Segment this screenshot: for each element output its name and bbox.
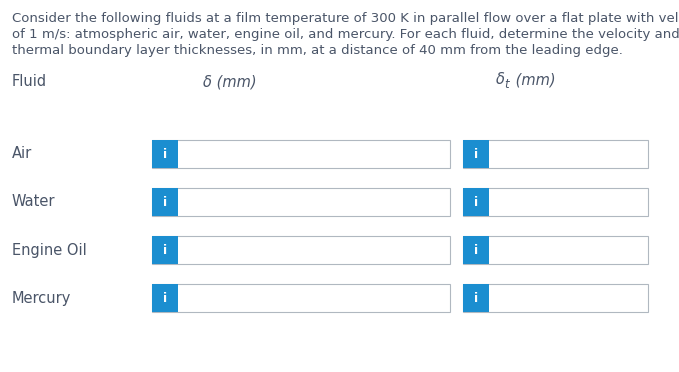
FancyBboxPatch shape: [463, 236, 648, 264]
Text: i: i: [163, 196, 167, 208]
Text: Water: Water: [12, 195, 56, 209]
Text: Engine Oil: Engine Oil: [12, 243, 87, 257]
Text: thermal boundary layer thicknesses, in mm, at a distance of 40 mm from the leadi: thermal boundary layer thicknesses, in m…: [12, 44, 623, 57]
Text: of 1 m/s: atmospheric air, water, engine oil, and mercury. For each fluid, deter: of 1 m/s: atmospheric air, water, engine…: [12, 28, 679, 41]
Text: i: i: [474, 148, 478, 160]
Text: t: t: [504, 77, 509, 90]
FancyBboxPatch shape: [463, 284, 648, 312]
Text: i: i: [474, 196, 478, 208]
Text: Air: Air: [12, 147, 32, 161]
Text: i: i: [474, 292, 478, 305]
FancyBboxPatch shape: [463, 188, 648, 216]
FancyBboxPatch shape: [463, 140, 489, 168]
FancyBboxPatch shape: [463, 188, 489, 216]
Text: i: i: [474, 244, 478, 257]
FancyBboxPatch shape: [152, 188, 450, 216]
Text: i: i: [163, 244, 167, 257]
Text: Mercury: Mercury: [12, 291, 71, 305]
Text: (mm): (mm): [511, 73, 555, 87]
Text: i: i: [163, 148, 167, 160]
FancyBboxPatch shape: [152, 284, 450, 312]
FancyBboxPatch shape: [463, 236, 489, 264]
Text: δ: δ: [496, 73, 505, 87]
Text: Fluid: Fluid: [12, 74, 47, 90]
FancyBboxPatch shape: [152, 140, 178, 168]
FancyBboxPatch shape: [152, 188, 178, 216]
FancyBboxPatch shape: [152, 236, 450, 264]
FancyBboxPatch shape: [463, 284, 489, 312]
FancyBboxPatch shape: [152, 140, 450, 168]
FancyBboxPatch shape: [152, 236, 178, 264]
Text: Consider the following fluids at a film temperature of 300 K in parallel flow ov: Consider the following fluids at a film …: [12, 12, 679, 25]
Text: δ (mm): δ (mm): [203, 74, 257, 90]
FancyBboxPatch shape: [463, 140, 648, 168]
FancyBboxPatch shape: [152, 284, 178, 312]
Text: i: i: [163, 292, 167, 305]
